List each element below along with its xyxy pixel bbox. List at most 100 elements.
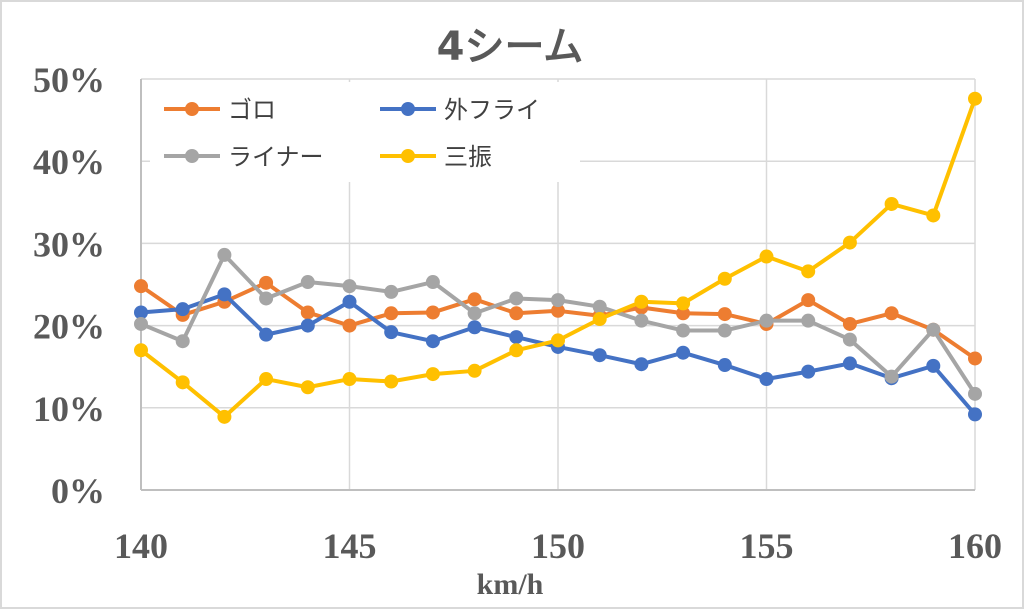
data-point (342, 372, 357, 387)
data-point (551, 303, 565, 318)
series-3 (134, 91, 982, 424)
data-point (926, 322, 941, 337)
data-point (926, 208, 941, 223)
data-point (968, 351, 982, 366)
data-point (467, 363, 482, 378)
data-point (676, 306, 691, 321)
data-point (634, 313, 649, 328)
data-point (884, 306, 899, 321)
data-point (175, 302, 190, 317)
y-tick-label: 40% (33, 142, 105, 182)
data-point (259, 327, 274, 342)
data-point (801, 293, 816, 308)
data-point (842, 316, 857, 331)
data-point (759, 372, 774, 387)
data-point (676, 345, 691, 360)
data-point (217, 409, 232, 424)
y-tick-label: 10% (33, 389, 105, 429)
legend-label: ゴロ (228, 96, 276, 124)
y-tick-label: 20% (33, 307, 105, 347)
tick-labels: 0% 10% 20% 30% 40% 50% 140 145 150 155 160 (33, 60, 1002, 566)
data-point (551, 293, 565, 308)
data-point (592, 299, 607, 314)
data-point (968, 386, 982, 401)
data-point (342, 318, 357, 333)
data-point (551, 333, 565, 348)
data-point (717, 307, 732, 322)
data-point (217, 247, 232, 262)
data-point (175, 375, 190, 390)
legend-swatch-marker (401, 102, 415, 116)
data-point (717, 358, 732, 373)
data-point (342, 294, 357, 309)
data-point (634, 357, 649, 372)
x-tick-label: 145 (323, 526, 377, 566)
data-point (968, 407, 982, 422)
data-point (384, 374, 399, 389)
data-point (509, 343, 524, 358)
x-tick-label: 150 (531, 526, 585, 566)
data-point (467, 292, 482, 307)
legend-swatch-marker (401, 149, 415, 163)
x-tick-label: 155 (740, 526, 794, 566)
legend-swatch-marker (185, 102, 199, 116)
legend-item: ライナー (164, 143, 324, 171)
data-point (134, 305, 148, 320)
data-point (801, 313, 816, 328)
data-point (676, 296, 691, 311)
data-point (342, 279, 357, 294)
data-point (676, 323, 691, 338)
data-point (384, 306, 399, 321)
data-point (884, 369, 899, 384)
data-point (134, 343, 148, 358)
data-point (384, 325, 399, 340)
data-point (509, 291, 524, 306)
y-tick-label: 0% (51, 471, 105, 511)
data-point (467, 320, 482, 335)
data-point (300, 380, 315, 395)
data-point (801, 364, 816, 379)
data-point (425, 305, 440, 320)
series-group (134, 91, 982, 424)
data-point (425, 275, 440, 290)
x-axis-label: km/h (477, 568, 544, 601)
data-point (634, 294, 649, 309)
legend-label: 外フライ (444, 96, 540, 124)
data-point (842, 332, 857, 347)
y-tick-label: 50% (33, 60, 105, 100)
chart-title: 4シーム (437, 24, 584, 70)
data-point (717, 323, 732, 338)
data-point (842, 235, 857, 250)
y-tick-label: 30% (33, 224, 105, 264)
data-point (842, 356, 857, 371)
data-point (425, 367, 440, 382)
data-point (384, 284, 399, 299)
data-point (217, 287, 232, 302)
data-point (968, 91, 982, 106)
data-point (467, 306, 482, 321)
legend-box (150, 82, 580, 182)
data-point (801, 264, 816, 279)
legend-label: ライナー (228, 143, 324, 171)
data-point (884, 196, 899, 211)
data-point (592, 312, 607, 327)
data-point (425, 334, 440, 349)
data-point (134, 279, 148, 294)
series-2 (134, 247, 982, 401)
x-tick-label: 140 (114, 526, 168, 566)
data-point (259, 291, 274, 306)
legend-item: 三振 (380, 143, 492, 171)
data-point (717, 271, 732, 286)
data-point (134, 316, 148, 331)
data-point (759, 313, 774, 328)
data-point (509, 330, 524, 345)
data-point (926, 358, 941, 373)
data-point (259, 372, 274, 387)
data-point (300, 318, 315, 333)
data-point (509, 306, 524, 321)
legend-label: 三振 (444, 143, 492, 171)
data-point (592, 348, 607, 363)
